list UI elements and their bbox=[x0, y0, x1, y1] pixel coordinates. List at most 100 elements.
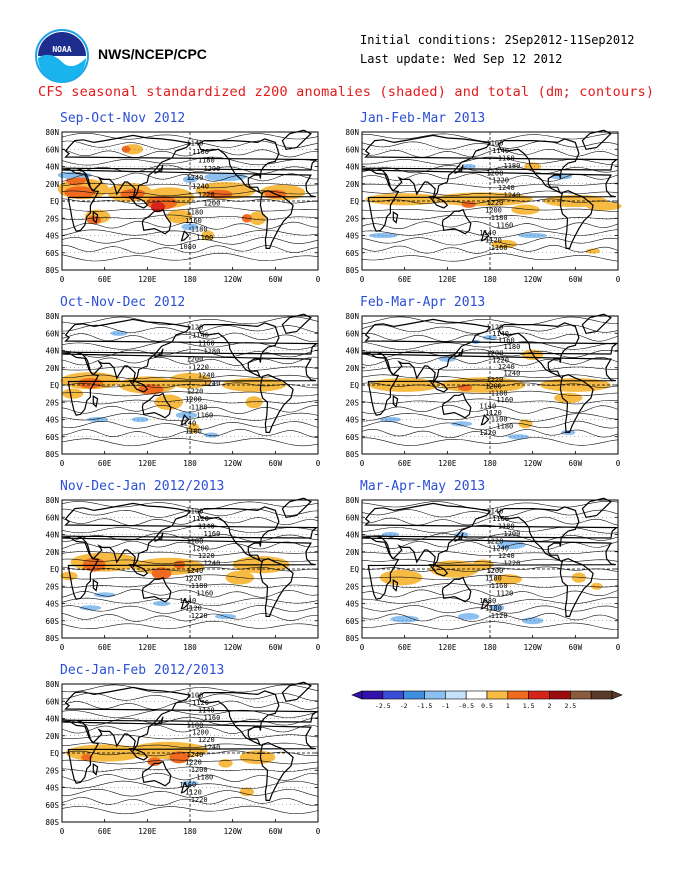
height-contour bbox=[61, 341, 319, 350]
lon-tick-label: 60E bbox=[98, 643, 112, 652]
height-contour bbox=[361, 140, 619, 150]
height-contour bbox=[361, 398, 619, 405]
coastline bbox=[441, 576, 472, 603]
anomaly-positive bbox=[461, 201, 476, 208]
anomaly-negative bbox=[458, 612, 480, 620]
contour-label: 1140 bbox=[492, 147, 509, 155]
contour-label: 1180 bbox=[198, 157, 215, 165]
map-panel-ndj: 1100112011401160118012001220124012401220… bbox=[45, 496, 320, 652]
contour-label: 1120 bbox=[485, 237, 502, 245]
height-contour bbox=[361, 412, 619, 422]
contour-label: 1180 bbox=[496, 422, 513, 430]
height-contour bbox=[61, 604, 319, 614]
anomaly-negative bbox=[94, 592, 116, 598]
height-contour bbox=[361, 324, 619, 334]
lon-tick-label: 0 bbox=[60, 827, 65, 836]
lon-tick-label: 120W bbox=[224, 827, 243, 836]
anomaly-positive bbox=[518, 419, 533, 429]
lon-tick-label: 120E bbox=[138, 275, 157, 284]
lat-tick-label: 20N bbox=[45, 180, 59, 189]
lon-tick-label: 120E bbox=[438, 459, 457, 468]
height-contour bbox=[361, 237, 619, 246]
lat-tick-label: 20S bbox=[45, 398, 59, 407]
anomaly-negative bbox=[369, 232, 398, 239]
contour-label: 1160 bbox=[491, 582, 508, 590]
coastline bbox=[392, 395, 399, 408]
coastline bbox=[141, 760, 172, 787]
coastline bbox=[259, 558, 294, 617]
lat-tick-label: 80N bbox=[345, 128, 359, 137]
lon-tick-label: 0 bbox=[60, 275, 65, 284]
contour-label: 1160 bbox=[498, 337, 515, 345]
lat-tick-label: 40S bbox=[45, 600, 59, 609]
height-contour bbox=[61, 724, 319, 734]
lat-tick-label: 80S bbox=[45, 818, 59, 827]
height-contour bbox=[61, 805, 319, 815]
height-contour bbox=[61, 716, 319, 726]
height-contour bbox=[61, 244, 319, 254]
height-contour bbox=[61, 332, 319, 342]
lat-tick-label: 60S bbox=[345, 433, 359, 442]
colorbar-label: 1.5 bbox=[523, 702, 535, 710]
anomaly-positive bbox=[586, 248, 601, 254]
anomaly-negative bbox=[461, 163, 476, 170]
colorbar-segment bbox=[361, 690, 384, 700]
lat-tick-label: 60N bbox=[345, 513, 359, 522]
contour-label: 1220 bbox=[479, 429, 496, 437]
colorbar-label: -1 bbox=[441, 702, 449, 710]
panel-title-mam: Mar-Apr-May 2013 bbox=[360, 479, 486, 494]
height-contour bbox=[61, 780, 319, 790]
coastline bbox=[441, 392, 472, 419]
contour-label: 1140 bbox=[492, 330, 509, 338]
colorbar-segment bbox=[465, 690, 488, 700]
contour-label: 1120 bbox=[486, 323, 503, 331]
coastline bbox=[480, 598, 490, 610]
lat-tick-label: 60N bbox=[45, 329, 59, 338]
height-contour bbox=[61, 382, 318, 389]
contour-label: 1200 bbox=[504, 530, 521, 538]
coastline bbox=[361, 536, 617, 600]
contour-label: 1240 bbox=[204, 744, 221, 752]
lat-tick-label: 60S bbox=[45, 433, 59, 442]
contour-label: 1220 bbox=[192, 363, 209, 371]
contour-label: 1120 bbox=[185, 605, 202, 613]
init-conditions: Initial conditions: 2Sep2012-11Sep2012 bbox=[360, 33, 635, 47]
lon-tick-label: 0 bbox=[316, 827, 321, 836]
height-contour bbox=[361, 165, 619, 174]
coastline bbox=[92, 579, 99, 592]
colorbar-left-arrow bbox=[351, 690, 363, 700]
contour-label: 1240 bbox=[498, 184, 515, 192]
contour-label: 1140 bbox=[479, 402, 496, 410]
anomaly-positive bbox=[201, 230, 215, 241]
height-contour bbox=[61, 582, 319, 589]
contour-label: 1200 bbox=[192, 545, 209, 553]
contour-label: 1160 bbox=[198, 339, 215, 347]
lat-tick-label: 80N bbox=[45, 128, 59, 137]
contour-label: 1240 bbox=[198, 371, 215, 379]
contour-label: 1240 bbox=[186, 174, 203, 182]
anomaly-positive bbox=[77, 378, 104, 389]
panel-title-son: Sep-Oct-Nov 2012 bbox=[60, 111, 186, 126]
height-contour bbox=[61, 366, 319, 372]
height-contour bbox=[361, 253, 619, 262]
lon-tick-label: 60W bbox=[569, 643, 583, 652]
lat-tick-label: EQ bbox=[50, 565, 60, 574]
coastline bbox=[559, 558, 594, 617]
lat-tick-label: EQ bbox=[350, 565, 360, 574]
coastline bbox=[197, 322, 280, 379]
lat-tick-label: 60S bbox=[45, 617, 59, 626]
height-contour bbox=[361, 382, 619, 389]
contour-label: 1200 bbox=[486, 350, 503, 358]
lat-tick-label: 20S bbox=[45, 766, 59, 775]
contour-label: 1220 bbox=[191, 612, 208, 620]
coastline bbox=[559, 190, 594, 249]
height-contour bbox=[61, 597, 319, 607]
lon-tick-label: 0 bbox=[360, 275, 365, 284]
figure-title: CFS seasonal standardized z200 anomalies… bbox=[38, 84, 655, 100]
contour-label: 1120 bbox=[192, 699, 209, 707]
contour-label: 1140 bbox=[186, 139, 203, 147]
contour-label: 1160 bbox=[496, 222, 513, 230]
contour-label: 1120 bbox=[192, 515, 209, 523]
lon-tick-label: 60E bbox=[398, 459, 412, 468]
contour-label: 1220 bbox=[186, 387, 203, 395]
